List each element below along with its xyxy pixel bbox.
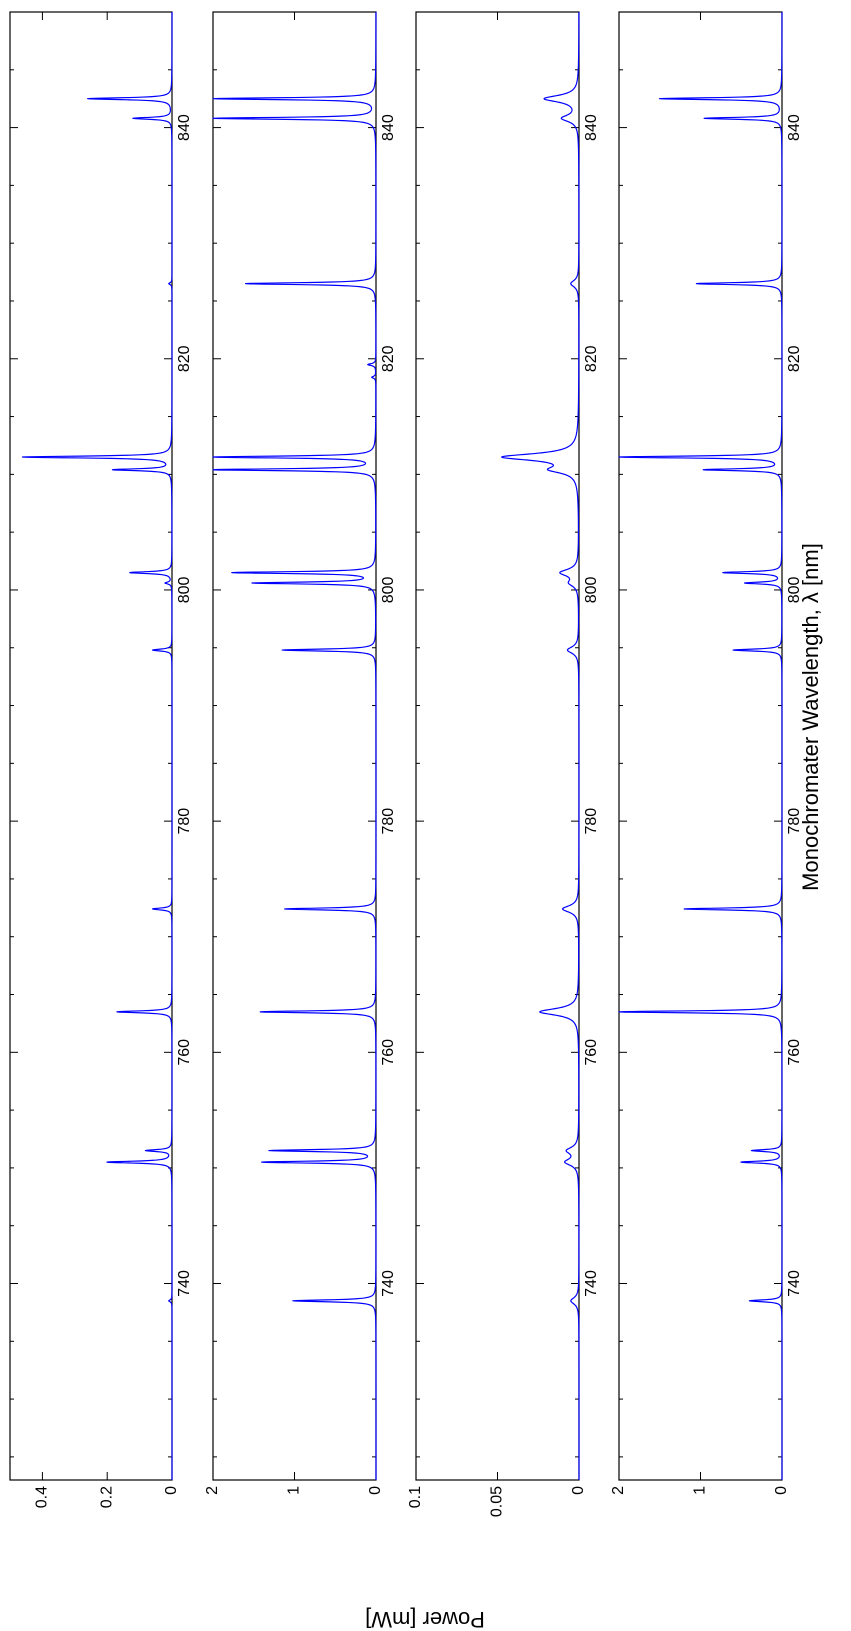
panel-frame	[415, 11, 580, 1481]
spectrum-line-4	[618, 11, 783, 1481]
x-axis-label: Monochromater Wavelength, λ [nm]	[798, 543, 823, 891]
x-tick-label: 740	[583, 1270, 600, 1297]
panel-frame	[618, 11, 783, 1481]
spectrum-line-3	[501, 11, 580, 1481]
y-tick-label: 2	[610, 1486, 627, 1495]
x-tick-label: 760	[786, 1039, 803, 1066]
x-tick-label: 840	[176, 114, 193, 141]
x-tick-label: 740	[380, 1270, 397, 1297]
y-tick-label: 0	[163, 1486, 180, 1495]
x-tick-label: 740	[786, 1270, 803, 1297]
x-tick-label: 800	[786, 577, 803, 604]
x-tick-label: 840	[786, 114, 803, 141]
x-tick-label: 780	[786, 808, 803, 835]
x-tick-label: 820	[380, 345, 397, 372]
y-tick-label: 0	[773, 1486, 790, 1495]
spectrum-line-1	[21, 11, 173, 1481]
x-tick-label: 840	[583, 114, 600, 141]
x-tick-label: 840	[380, 114, 397, 141]
panel-2: 740 760 780 800 820 840 0 1 2	[204, 11, 397, 1495]
panel-4: 740 760 780 800 820 840 0 1 2	[610, 11, 803, 1495]
y-tick-label: 0	[570, 1486, 587, 1495]
y-tick-label: 2	[204, 1486, 221, 1495]
x-tick-label: 820	[786, 345, 803, 372]
x-tick-label: 800	[176, 577, 193, 604]
y-tick-label: 1	[692, 1486, 709, 1495]
y-axis-label: Power [mW]	[365, 1607, 485, 1631]
y-tick-label: 0.1	[407, 1486, 424, 1508]
panel-1: 740 760 780 800 820 840 0 0.2 0.4	[9, 11, 193, 1508]
x-tick-label: 760	[583, 1039, 600, 1066]
x-tick-label: 800	[380, 577, 397, 604]
x-tick-label: 780	[380, 808, 397, 835]
x-tick-label: 800	[583, 577, 600, 604]
y-tick-label: 0.2	[98, 1486, 115, 1508]
x-tick-label: 820	[583, 345, 600, 372]
panel-frame	[9, 11, 173, 1481]
panel-frame	[212, 11, 377, 1481]
x-tick-label: 820	[176, 345, 193, 372]
spectrum-line-2	[212, 11, 377, 1481]
x-tick-label: 760	[380, 1039, 397, 1066]
spectrum-panels: 740 760 780 800 820 840 0 0.2 0.4 740 760 780 800 820…	[9, 11, 803, 1517]
y-tick-label: 1	[286, 1486, 303, 1495]
y-tick-label: 0.4	[34, 1486, 51, 1508]
x-tick-label: 760	[176, 1039, 193, 1066]
x-tick-label: 740	[176, 1270, 193, 1297]
x-tick-label: 780	[176, 808, 193, 835]
x-tick-label: 780	[583, 808, 600, 835]
y-tick-label: 0	[367, 1486, 384, 1495]
y-tick-label: 0.05	[489, 1486, 506, 1517]
panel-3: 740 760 780 800 820 840 0 0.05 0.1	[407, 11, 600, 1517]
